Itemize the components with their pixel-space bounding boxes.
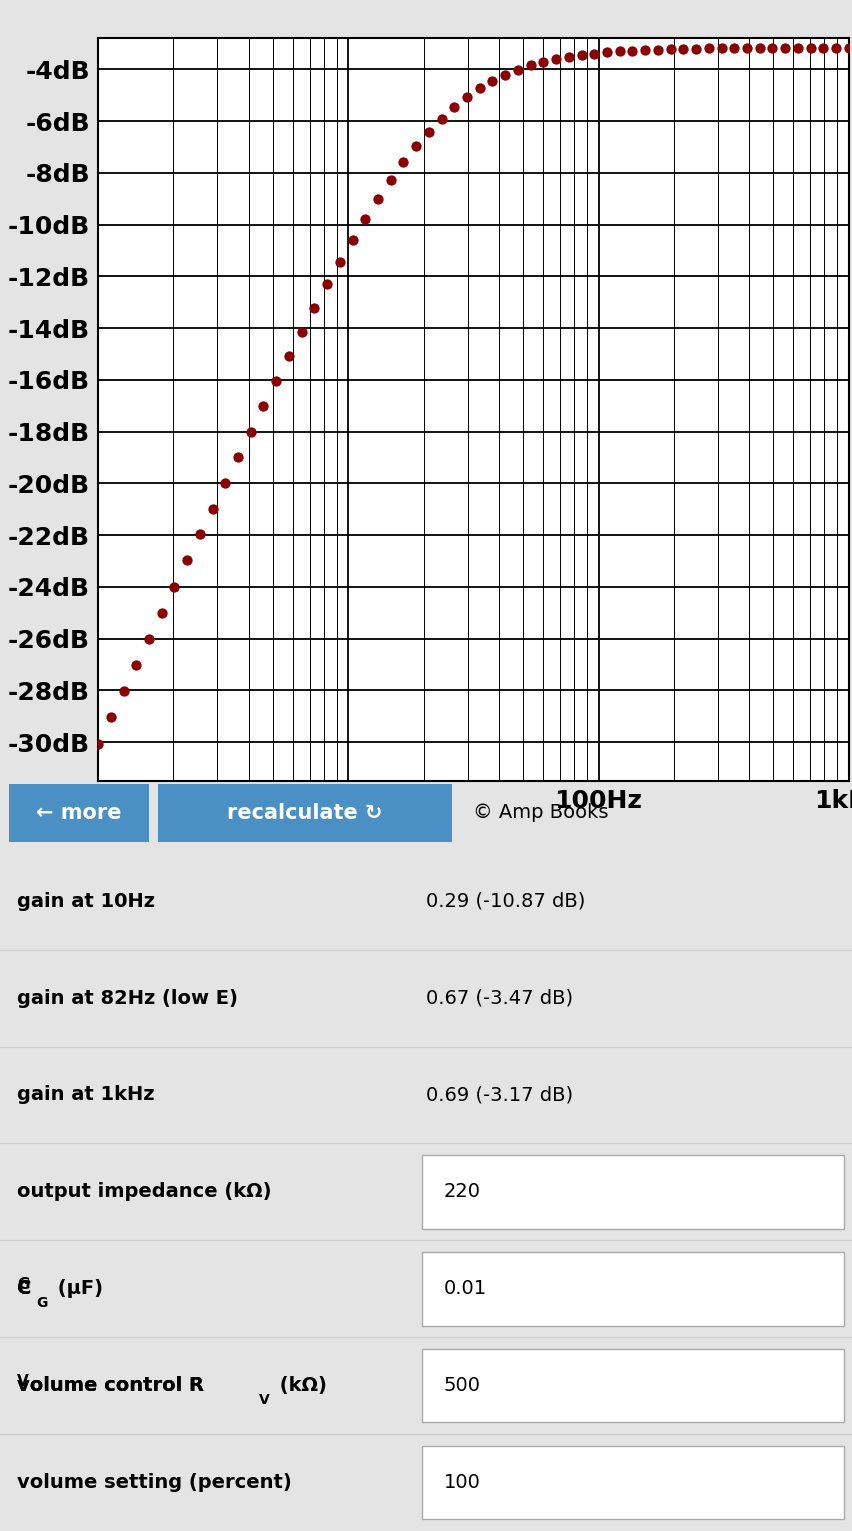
- Point: [676, 37, 689, 61]
- Point: [193, 522, 206, 547]
- Text: (μF): (μF): [51, 1280, 103, 1298]
- FancyBboxPatch shape: [422, 1154, 843, 1229]
- Point: [320, 273, 333, 297]
- Point: [332, 250, 346, 274]
- FancyBboxPatch shape: [422, 1252, 843, 1326]
- Text: gain at 82Hz (low E): gain at 82Hz (low E): [17, 989, 238, 1007]
- Text: ← more: ← more: [36, 802, 122, 824]
- Point: [600, 40, 613, 64]
- Point: [435, 106, 448, 130]
- Point: [371, 187, 384, 211]
- Point: [688, 37, 702, 61]
- Text: © Amp Books: © Amp Books: [473, 804, 608, 822]
- Point: [536, 49, 550, 73]
- Point: [587, 41, 601, 66]
- Text: 220: 220: [443, 1182, 480, 1202]
- Point: [244, 419, 257, 444]
- Point: [308, 295, 321, 320]
- Point: [358, 207, 371, 231]
- Point: [130, 652, 143, 677]
- Point: [422, 119, 435, 144]
- Text: G: G: [36, 1297, 47, 1311]
- Point: [117, 678, 130, 703]
- Point: [574, 43, 588, 67]
- Point: [256, 393, 270, 418]
- Point: [549, 47, 562, 72]
- Point: [460, 84, 474, 109]
- Point: [345, 228, 359, 253]
- Text: gain at 1kHz: gain at 1kHz: [17, 1085, 154, 1104]
- Point: [510, 58, 524, 83]
- Text: output impedance (kΩ): output impedance (kΩ): [17, 1182, 271, 1202]
- Point: [561, 44, 575, 69]
- Point: [91, 732, 105, 756]
- Point: [828, 35, 842, 60]
- Point: [180, 548, 193, 573]
- Text: 0.67 (-3.47 dB): 0.67 (-3.47 dB): [426, 989, 573, 1007]
- FancyBboxPatch shape: [422, 1445, 843, 1519]
- Point: [841, 35, 852, 60]
- Point: [523, 54, 537, 78]
- Point: [637, 38, 651, 63]
- Point: [625, 38, 638, 63]
- Point: [777, 35, 791, 60]
- Text: volume setting (percent): volume setting (percent): [17, 1473, 291, 1493]
- Point: [790, 35, 803, 60]
- Point: [218, 470, 232, 495]
- Text: C: C: [17, 1280, 32, 1298]
- Point: [205, 496, 219, 521]
- Point: [104, 706, 118, 730]
- Point: [295, 320, 308, 344]
- Point: [155, 600, 169, 625]
- Text: (kΩ): (kΩ): [273, 1376, 326, 1395]
- Point: [765, 35, 779, 60]
- Text: gain at 10Hz: gain at 10Hz: [17, 891, 155, 911]
- Point: [740, 35, 753, 60]
- Text: 0.29 (-10.87 dB): 0.29 (-10.87 dB): [426, 891, 585, 911]
- Point: [142, 626, 156, 651]
- Point: [485, 69, 498, 93]
- Point: [803, 35, 816, 60]
- Point: [663, 37, 676, 61]
- Text: recalculate ↻: recalculate ↻: [227, 802, 383, 824]
- Point: [167, 574, 181, 599]
- Point: [714, 37, 728, 61]
- Point: [650, 37, 664, 61]
- Point: [727, 37, 740, 61]
- Point: [447, 95, 461, 119]
- Text: volume control R: volume control R: [17, 1376, 204, 1395]
- Point: [815, 35, 829, 60]
- FancyBboxPatch shape: [422, 1349, 843, 1422]
- Point: [396, 150, 410, 175]
- Point: [383, 167, 397, 191]
- Point: [701, 37, 715, 61]
- Text: V: V: [259, 1393, 270, 1407]
- Point: [269, 369, 283, 393]
- Point: [613, 40, 626, 64]
- Text: 100: 100: [443, 1473, 480, 1493]
- Point: [409, 135, 423, 159]
- Point: [282, 344, 296, 369]
- Text: 500: 500: [443, 1376, 480, 1395]
- Text: 0.01: 0.01: [443, 1280, 486, 1298]
- Text: V: V: [17, 1373, 29, 1389]
- Text: volume control R: volume control R: [17, 1376, 204, 1395]
- Point: [752, 35, 766, 60]
- Text: 0.69 (-3.17 dB): 0.69 (-3.17 dB): [426, 1085, 573, 1104]
- Point: [231, 446, 245, 470]
- Point: [498, 63, 511, 87]
- Text: G: G: [17, 1277, 30, 1292]
- Text: C: C: [17, 1280, 32, 1298]
- Point: [472, 77, 486, 101]
